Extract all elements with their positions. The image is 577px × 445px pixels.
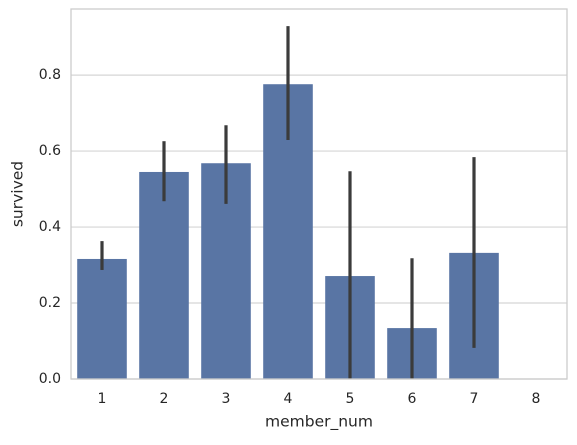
x-tick-label: 7 [470,391,479,407]
bar [139,171,189,379]
y-tick-label: 0.4 [39,219,61,235]
y-tick-label: 0.0 [39,371,61,387]
y-tick-label: 0.2 [39,295,61,311]
x-tick-label: 3 [222,391,231,407]
plot-frame [70,8,568,380]
y-axis-label: survived [9,161,27,227]
x-tick-label: 6 [408,391,417,407]
x-tick-label: 1 [98,391,107,407]
y-tick-label: 0.6 [39,143,61,159]
y-tick-label: 0.8 [39,67,61,83]
x-tick-label: 4 [284,391,293,407]
bar [77,258,127,379]
x-tick-label: 8 [532,391,541,407]
x-tick-label: 2 [160,391,169,407]
x-axis-label: member_num [265,413,373,432]
x-tick-label: 5 [346,391,355,407]
